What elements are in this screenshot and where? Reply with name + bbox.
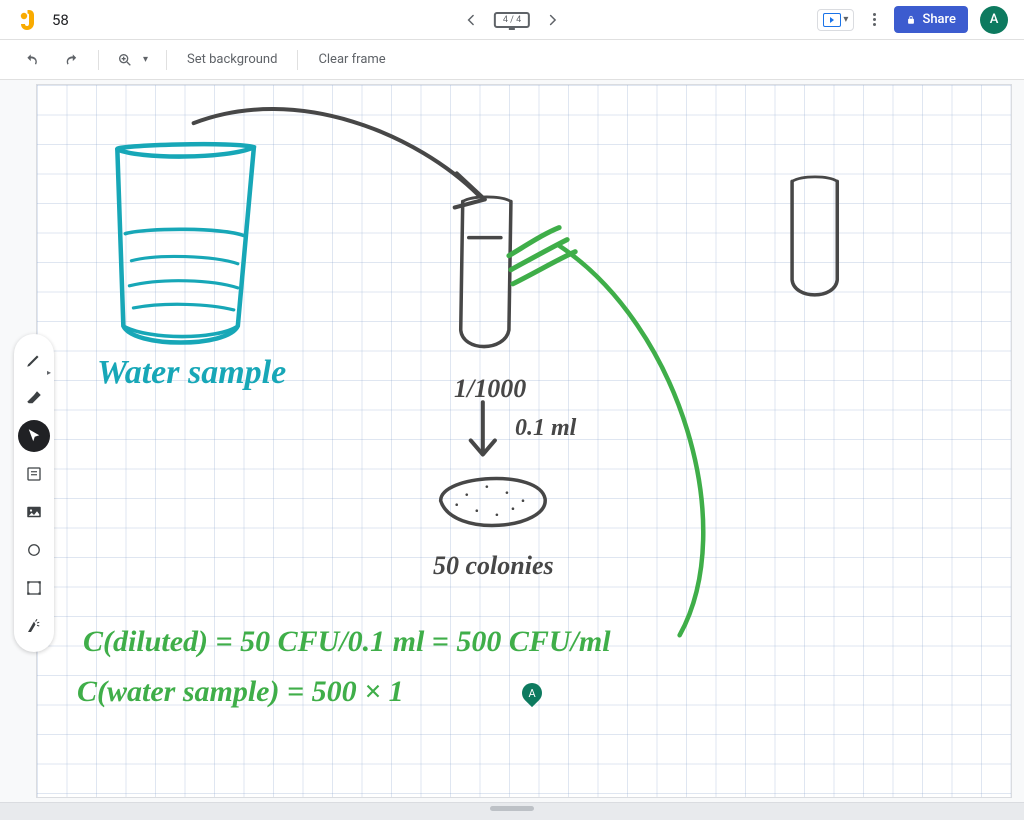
more-menu-button[interactable] <box>866 13 882 26</box>
sticky-note-tool[interactable] <box>18 458 50 490</box>
slide-indicator[interactable]: 4 / 4 <box>494 12 530 28</box>
lock-icon <box>906 15 916 25</box>
eraser-tool[interactable] <box>18 382 50 414</box>
undo-button[interactable] <box>16 45 50 75</box>
zoom-button[interactable]: ▾ <box>109 46 156 74</box>
present-icon <box>823 13 841 27</box>
header-actions: ▾ Share A <box>817 6 1008 34</box>
canvas[interactable]: Water sample 1/1000 0.1 ml 50 colonies C… <box>36 84 1012 798</box>
prev-slide-button[interactable] <box>462 11 480 29</box>
label-water-sample: Water sample <box>97 354 286 392</box>
canvas-area: ▸ Water sample 1/1000 0.1 ml 5 <box>0 80 1024 802</box>
share-button[interactable]: Share <box>894 6 968 33</box>
pen-tool[interactable]: ▸ <box>18 344 50 376</box>
slide-nav: 4 / 4 <box>462 11 562 29</box>
label-dilution: 1/1000 <box>454 374 526 404</box>
tool-palette: ▸ <box>14 334 54 652</box>
frame-shelf[interactable] <box>0 802 1024 820</box>
text-box-tool[interactable] <box>18 572 50 604</box>
label-volume: 0.1 ml <box>515 415 576 442</box>
user-avatar[interactable]: A <box>980 6 1008 34</box>
shelf-handle-icon <box>490 806 534 811</box>
jamboard-logo[interactable] <box>16 8 40 32</box>
toolbar-separator <box>98 50 99 70</box>
image-tool[interactable] <box>18 496 50 528</box>
header-bar: 58 4 / 4 ▾ Share A <box>0 0 1024 40</box>
laser-tool[interactable] <box>18 610 50 642</box>
select-tool[interactable] <box>18 420 50 452</box>
label-calc-line2: C(water sample) = 500 × 1 <box>77 675 404 709</box>
toolbar-separator <box>297 50 298 70</box>
share-label: Share <box>922 12 956 27</box>
chevron-down-icon: ▾ <box>143 54 148 65</box>
clear-frame-button[interactable]: Clear frame <box>308 46 395 73</box>
chevron-down-icon: ▾ <box>843 14 848 25</box>
next-slide-button[interactable] <box>544 11 562 29</box>
toolbar: ▾ Set background Clear frame <box>0 40 1024 80</box>
label-calc-line1: C(diluted) = 50 CFU/0.1 ml = 500 CFU/ml <box>83 625 611 659</box>
shape-tool[interactable] <box>18 534 50 566</box>
set-background-button[interactable]: Set background <box>177 46 287 73</box>
label-colonies: 50 colonies <box>433 551 554 581</box>
redo-button[interactable] <box>54 45 88 75</box>
doc-title[interactable]: 58 <box>52 11 69 29</box>
present-button[interactable]: ▾ <box>817 9 854 31</box>
toolbar-separator <box>166 50 167 70</box>
